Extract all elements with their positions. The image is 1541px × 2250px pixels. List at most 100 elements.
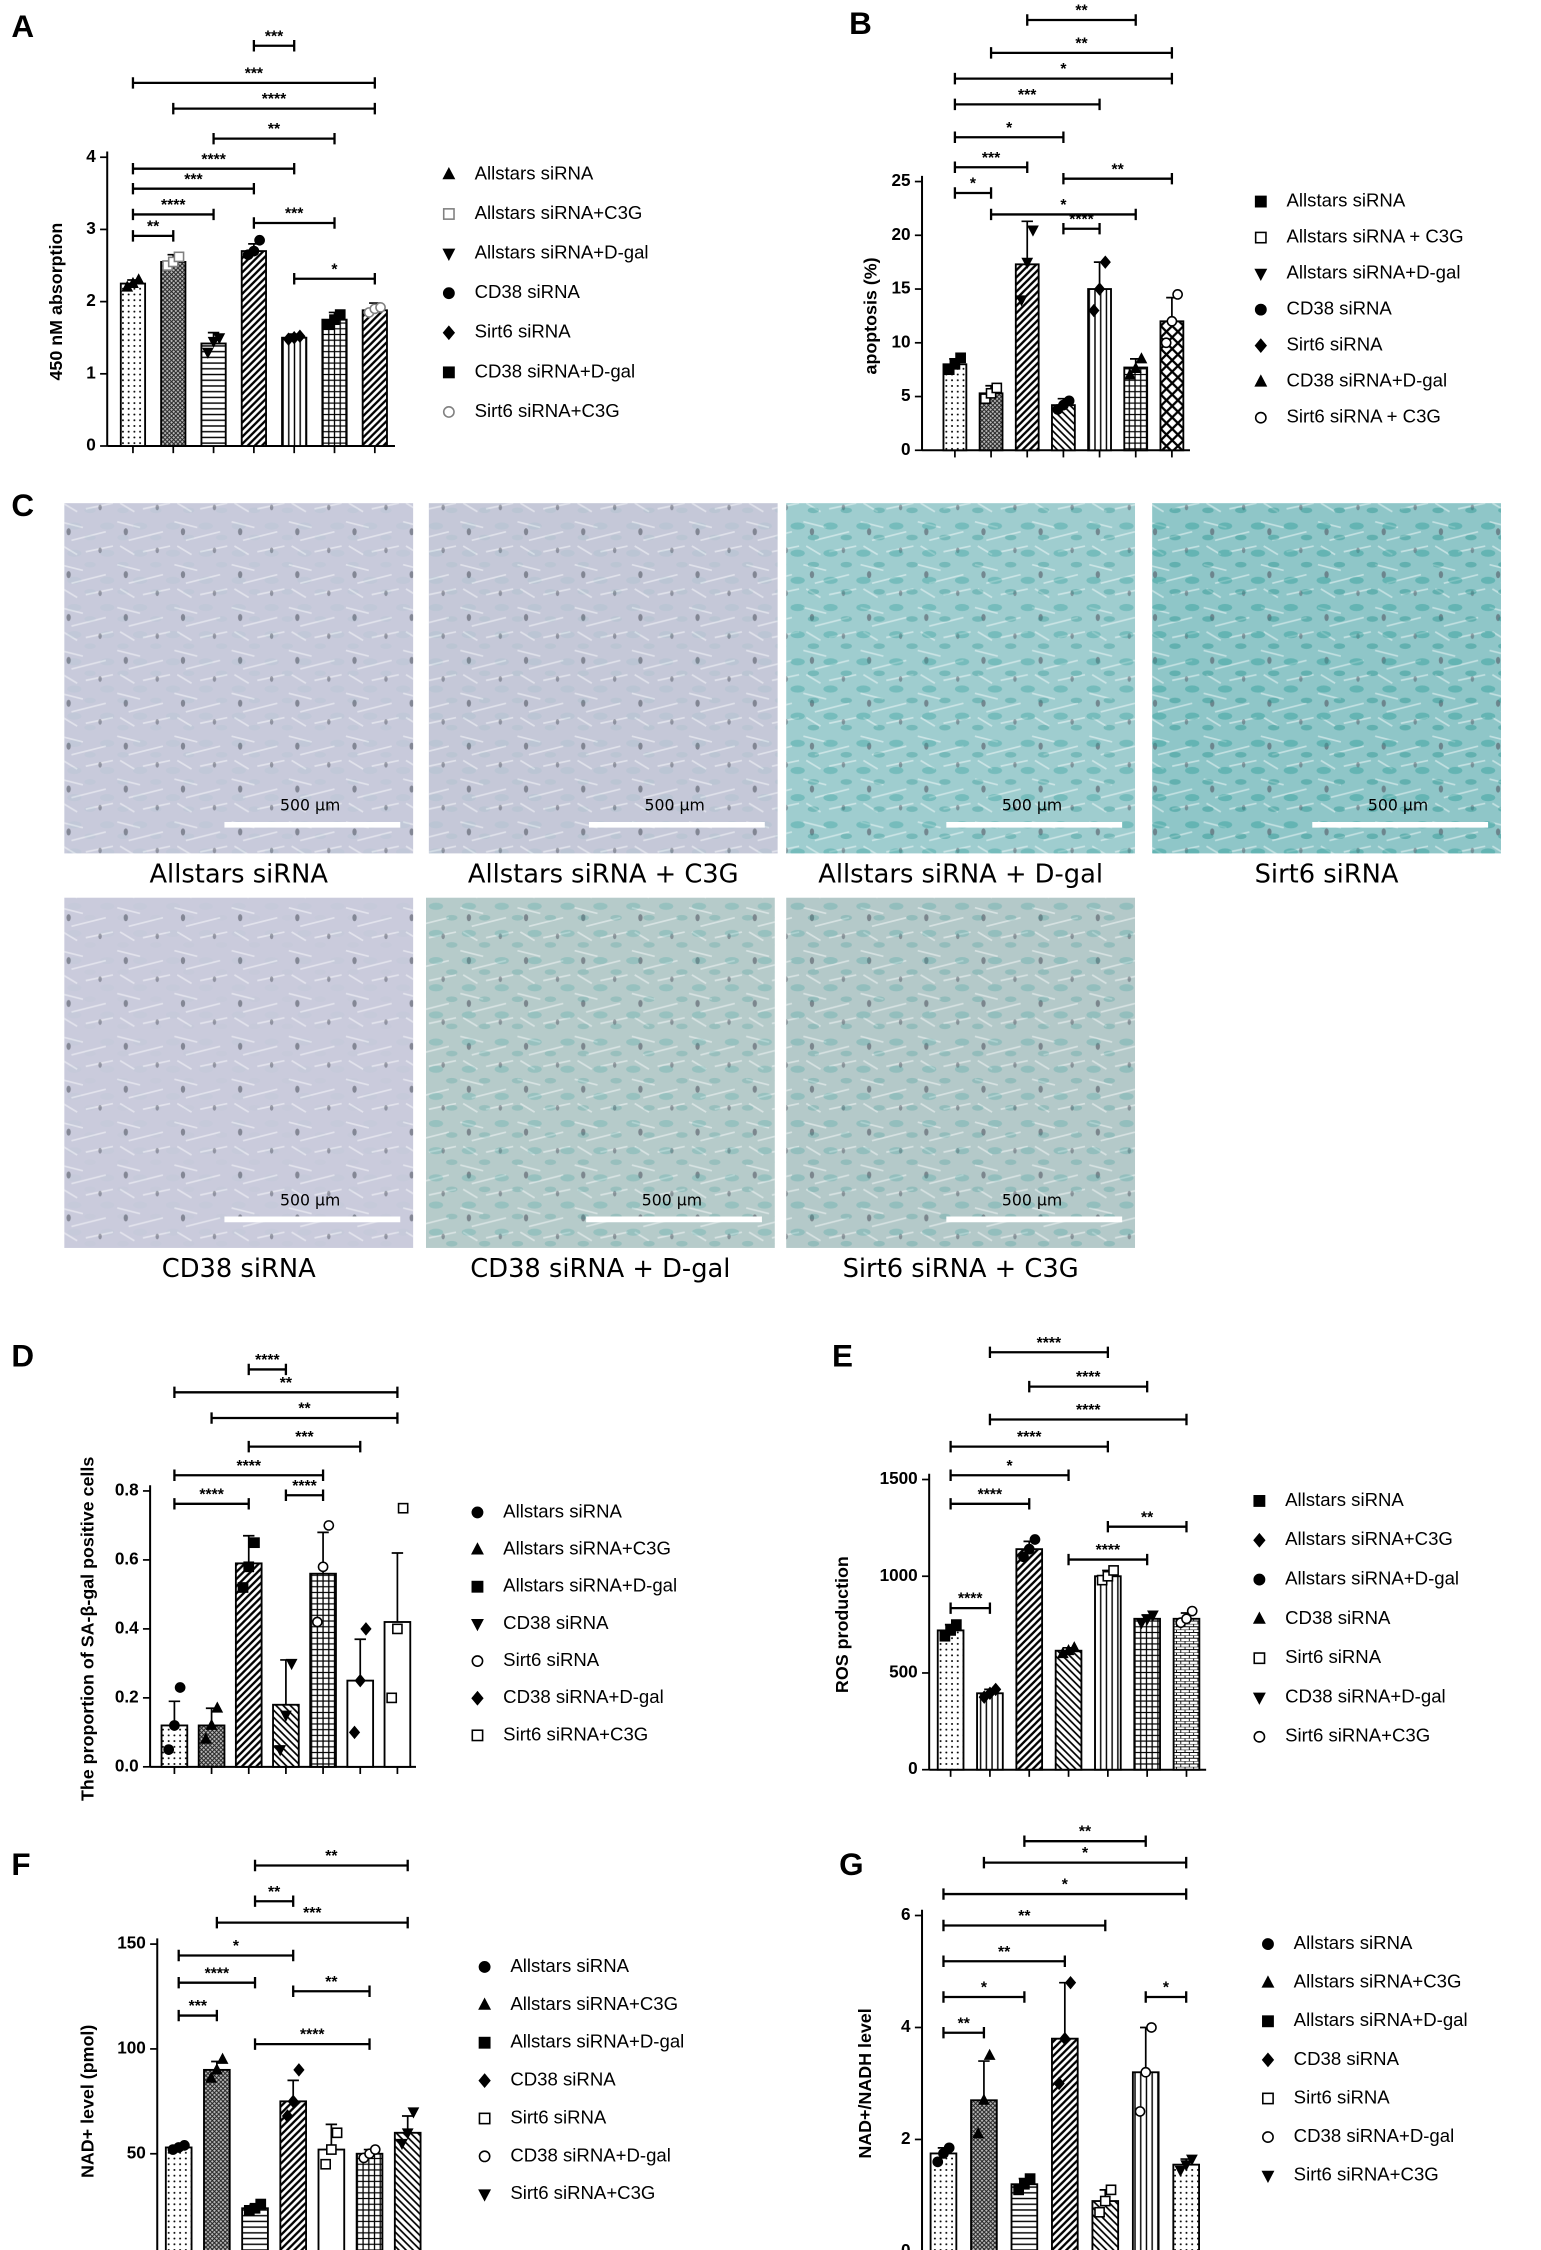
- data-point: [1102, 1570, 1114, 1582]
- significance-bracket: [949, 1498, 1031, 1510]
- data-point: [1108, 1565, 1119, 1576]
- micrograph-stain: [786, 897, 1136, 1248]
- data-point: [375, 302, 386, 313]
- legend-label: CD38 siRNA: [1294, 2048, 1400, 2069]
- micrograph-stain: [64, 503, 414, 854]
- data-point: [1068, 1641, 1081, 1653]
- data-point: [386, 1692, 398, 1704]
- y-tick-label: 4: [901, 2016, 911, 2036]
- legend-marker: [1254, 231, 1267, 244]
- significance-bracket: [172, 102, 376, 115]
- data-point: [326, 2144, 337, 2155]
- data-point: [199, 1732, 212, 1744]
- significance-bracket: [284, 1489, 325, 1501]
- data-point: [280, 1710, 292, 1722]
- legend-label: Sirt6 siRNA: [510, 2106, 607, 2127]
- legend-marker: [478, 2073, 491, 2089]
- data-point: [287, 2094, 299, 2109]
- significance-label: *: [331, 261, 338, 278]
- significance-label: ***: [184, 171, 203, 188]
- data-point: [943, 2142, 955, 2154]
- image-caption: Sirt6 siRNA + C3G: [843, 1254, 1079, 1284]
- legend-marker: [471, 1655, 484, 1667]
- significance-bracket: [953, 98, 1101, 111]
- significance-label: **: [147, 218, 160, 235]
- significance-label: **: [998, 1944, 1011, 1961]
- y-tick-label: 5: [901, 385, 911, 405]
- y-tick-label: 0: [908, 1758, 918, 1778]
- data-point: [1059, 2031, 1071, 2046]
- y-tick-label: 2: [901, 2128, 911, 2148]
- significance-bracket: [1067, 1553, 1149, 1566]
- data-point: [1135, 352, 1148, 364]
- legend-label: CD38 siRNA: [475, 281, 581, 302]
- data-point: [1174, 2165, 1187, 2177]
- legend-marker: [471, 1580, 484, 1593]
- bar: [240, 250, 267, 447]
- bar: [936, 1629, 965, 1771]
- significance-label: *: [1060, 197, 1067, 214]
- legend-label: Allstars siRNA+C3G: [503, 1537, 671, 1558]
- legend-label: Allstars siRNA+C3G: [1294, 1971, 1462, 1992]
- legend-marker: [1253, 1532, 1266, 1548]
- significance-label: ****: [978, 1486, 1003, 1503]
- micrograph-stain: [425, 897, 775, 1248]
- bar: [1172, 1617, 1201, 1771]
- bar: [355, 2152, 384, 2250]
- data-point: [1172, 289, 1183, 300]
- data-point: [354, 1673, 366, 1688]
- significance-label: ****: [262, 91, 287, 108]
- significance-bracket: [212, 132, 336, 145]
- data-point: [1135, 1618, 1148, 1630]
- legend-label: CD38 siRNA+D-gal: [510, 2144, 671, 2165]
- data-point: [983, 2048, 996, 2060]
- significance-bracket: [942, 2027, 986, 2039]
- data-point: [949, 358, 961, 370]
- y-tick-label: 25: [892, 170, 912, 190]
- image-caption: Allstars siRNA + C3G: [468, 859, 739, 889]
- legend-label: Allstars siRNA + C3G: [1287, 225, 1464, 246]
- data-point: [254, 234, 265, 246]
- significance-label: **: [1018, 1908, 1031, 1925]
- data-point: [360, 1622, 372, 1636]
- data-point: [979, 393, 991, 405]
- legend-marker: [1262, 2015, 1274, 2028]
- y-tick-label: 6: [901, 1904, 911, 1924]
- legend-marker: [1254, 195, 1267, 208]
- legend-label: Sirt6 siRNA: [503, 1649, 600, 1670]
- legend-label: CD38 siRNA: [503, 1612, 609, 1633]
- significance-label: ****: [300, 2027, 325, 2044]
- significance-bracket: [1023, 1835, 1147, 1847]
- legend-label: Sirt6 siRNA + C3G: [1287, 406, 1441, 427]
- significance-label: **: [958, 2015, 971, 2032]
- data-point: [210, 2063, 223, 2075]
- data-point: [1027, 225, 1039, 237]
- significance-label: **: [1112, 161, 1125, 178]
- data-point: [205, 1718, 218, 1730]
- significance-bracket: [177, 2009, 219, 2022]
- data-point: [1099, 2195, 1111, 2207]
- y-tick-label: 10: [892, 331, 911, 351]
- data-point: [1013, 2184, 1025, 2196]
- significance-label: ***: [245, 65, 264, 82]
- data-point: [1146, 2022, 1157, 2033]
- legend-label: Allstars siRNA+D-gal: [475, 241, 649, 262]
- error-bar: [1140, 2026, 1152, 2073]
- y-tick-label: 0.4: [115, 1617, 139, 1637]
- y-tick-label: 3: [86, 218, 96, 238]
- bar: [1051, 2037, 1079, 2250]
- bar: [203, 2068, 231, 2250]
- data-point: [1019, 2178, 1030, 2190]
- significance-label: ***: [982, 150, 1001, 167]
- significance-label: *: [1163, 1980, 1170, 1997]
- significance-bracket: [131, 77, 376, 89]
- significance-label: ****: [1037, 1335, 1062, 1352]
- significance-bracket: [988, 1346, 1110, 1359]
- data-point: [1063, 395, 1075, 407]
- significance-bracket: [210, 1412, 399, 1424]
- data-point: [207, 336, 220, 349]
- data-point: [978, 2093, 990, 2105]
- data-point: [1129, 361, 1142, 374]
- data-point: [991, 382, 1003, 394]
- significance-bracket: [949, 1440, 1110, 1453]
